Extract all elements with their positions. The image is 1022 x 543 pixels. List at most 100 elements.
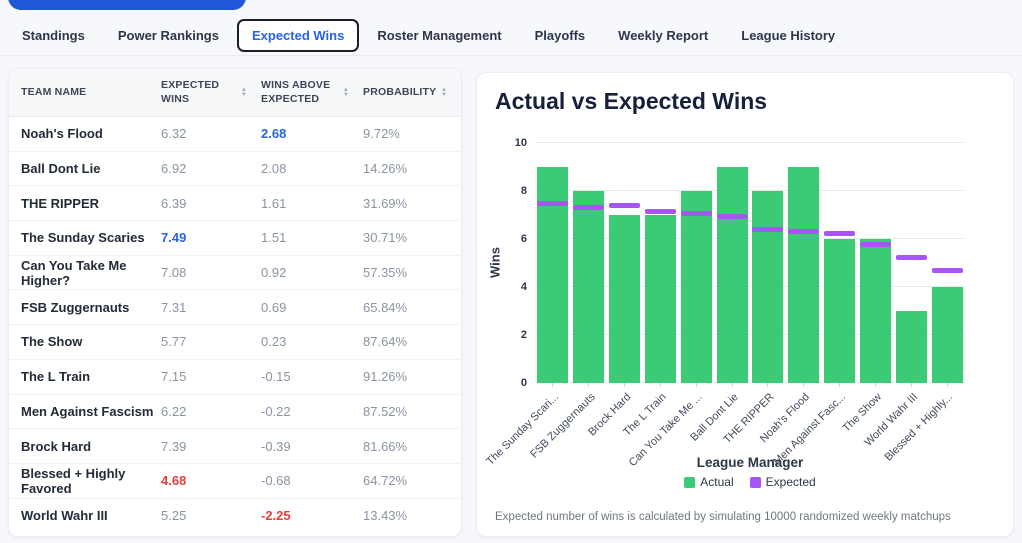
wins-above-expected-cell: 0.92 xyxy=(261,265,287,281)
sort-icon: ▲ ▼ xyxy=(342,86,349,98)
tab-power-rankings[interactable]: Power Rankings xyxy=(117,28,219,43)
gridline-y-2 xyxy=(535,334,965,335)
probability-cell: 13.43% xyxy=(363,508,408,524)
wins-above-expected-cell: 2.08 xyxy=(261,161,287,177)
expected-wins-marker-fsb-zuggernauts[interactable] xyxy=(573,205,605,211)
wins-above-expected-cell: -0.39 xyxy=(261,438,291,454)
y-tick-label: 2 xyxy=(520,329,527,341)
expected-wins-marker-brock-hard[interactable] xyxy=(609,203,641,209)
column-header-wins-above-expected[interactable]: WINS ABOVE EXPECTED ▲ ▼ xyxy=(261,79,363,105)
tab-standings[interactable]: Standings xyxy=(22,28,85,43)
table-row-world-wahr-iii: World Wahr III 5.25 -2.25 13.43% xyxy=(9,499,461,534)
expected-wins-marker-the-l-train[interactable] xyxy=(644,208,676,214)
expected-wins-marker-men-against-fasc[interactable] xyxy=(824,231,856,237)
team-name-cell: Can You Take Me Higher? xyxy=(21,257,127,288)
wins-above-expected-cell: 0.23 xyxy=(261,334,287,350)
x-axis-labels: The Sunday Scari... FSB Zuggernauts Brock … xyxy=(485,385,965,469)
probability-cell: 87.64% xyxy=(363,334,408,350)
wins-above-expected-cell: -0.15 xyxy=(261,369,291,385)
wins-above-expected-cell: -0.68 xyxy=(261,473,291,489)
expected-wins-marker-blessed-highly[interactable] xyxy=(931,268,963,274)
x-tick-mark xyxy=(839,383,841,387)
actual-wins-bar-men-against-fasc[interactable] xyxy=(824,239,856,383)
table-row-ball-dont-lie: Ball Dont Lie 6.92 2.08 14.26% xyxy=(9,152,461,187)
actual-wins-bar-brock-hard[interactable] xyxy=(609,215,641,383)
wins-above-expected-cell: 1.51 xyxy=(261,230,287,246)
team-name-cell: The L Train xyxy=(21,369,91,385)
tab-league-history[interactable]: League History xyxy=(741,28,836,43)
probability-cell: 30.71% xyxy=(363,230,408,246)
table-row-the-ripper: THE RIPPER 6.39 1.61 31.69% xyxy=(9,186,461,222)
actual-wins-bar-the-show[interactable] xyxy=(859,239,891,383)
x-tick-mark xyxy=(910,383,912,387)
expected-wins-marker-the-show[interactable] xyxy=(859,242,891,248)
actual-wins-bar-ball-dont-lie[interactable] xyxy=(716,167,748,383)
gridline-y-10 xyxy=(535,142,965,143)
actual-wins-bar-blessed-highly[interactable] xyxy=(931,287,963,383)
gridline-y-0 xyxy=(535,382,965,383)
gridline-y-6 xyxy=(535,238,965,239)
x-tick-mark xyxy=(552,383,554,387)
team-name-cell: Blessed + Highly Favored xyxy=(21,465,126,496)
x-tick-mark xyxy=(695,383,697,387)
sort-icon: ▲ ▼ xyxy=(441,86,448,98)
table-row-fsb-zuggernauts: FSB Zuggernauts 7.31 0.69 65.84% xyxy=(9,290,461,326)
table-row-brock-hard: Brock Hard 7.39 -0.39 81.66% xyxy=(9,429,461,464)
probability-cell: 9.72% xyxy=(363,126,400,142)
probability-cell: 64.72% xyxy=(363,473,408,489)
chart-plot-area: 0 2 4 6 8 10 xyxy=(515,137,965,389)
column-header-team-name: TEAM NAME xyxy=(21,86,161,99)
expected-wins-cell: 7.49 xyxy=(161,230,187,246)
chart-card: Actual vs Expected Wins Wins 0 2 4 6 8 10 The… xyxy=(476,72,1014,537)
tab-expected-wins[interactable]: Expected Wins xyxy=(236,19,360,52)
table-row-noah-s-flood: Noah's Flood 6.32 2.68 9.72% xyxy=(9,117,461,152)
x-tick-mark xyxy=(731,383,733,387)
column-header-label: EXPECTED WINS xyxy=(161,79,220,105)
column-header-probability[interactable]: PROBABILITY ▲ ▼ xyxy=(363,86,461,99)
tab-playoffs[interactable]: Playoffs xyxy=(534,28,586,43)
wins-above-expected-cell: -2.25 xyxy=(261,508,291,524)
expected-wins-marker-the-sunday-scari[interactable] xyxy=(537,200,569,206)
team-name-cell: THE RIPPER xyxy=(21,195,100,211)
actual-wins-bar-fsb-zuggernauts[interactable] xyxy=(573,191,605,383)
team-name-cell: Ball Dont Lie xyxy=(21,161,101,177)
x-tick-mark xyxy=(588,383,590,387)
probability-cell: 14.26% xyxy=(363,161,408,177)
y-axis-label: Wins xyxy=(487,247,503,278)
top-blue-pill-button[interactable] xyxy=(8,0,246,10)
legend-label: Actual xyxy=(700,475,734,489)
actual-wins-bar-the-sunday-scari[interactable] xyxy=(537,167,569,383)
tab-roster-management[interactable]: Roster Management xyxy=(377,28,502,43)
expected-wins-marker-can-you-take-me[interactable] xyxy=(680,210,712,216)
chart-title: Actual vs Expected Wins xyxy=(495,88,768,114)
team-name-cell: The Sunday Scaries xyxy=(21,230,145,246)
wins-above-expected-cell: 2.68 xyxy=(261,126,287,142)
expected-wins-marker-noah-s-flood[interactable] xyxy=(788,228,820,234)
actual-wins-bar-the-ripper[interactable] xyxy=(752,191,784,383)
tab-weekly-report[interactable]: Weekly Report xyxy=(618,28,709,43)
x-tick-mark xyxy=(767,383,769,387)
table-row-the-show: The Show 5.77 0.23 87.64% xyxy=(9,325,461,360)
legend-item-actual: Actual xyxy=(684,475,734,489)
expected-wins-marker-ball-dont-lie[interactable] xyxy=(716,214,748,220)
actual-wins-bar-noah-s-flood[interactable] xyxy=(788,167,820,383)
actual-wins-bar-world-wahr-iii[interactable] xyxy=(895,311,927,383)
expected-wins-marker-the-ripper[interactable] xyxy=(752,227,784,233)
gridline-y-8 xyxy=(535,190,965,191)
expected-wins-marker-world-wahr-iii[interactable] xyxy=(895,254,927,260)
x-tick-mark xyxy=(946,383,948,387)
column-header-expected-wins[interactable]: EXPECTED WINS ▲ ▼ xyxy=(161,79,261,105)
y-tick-label: 4 xyxy=(520,281,527,293)
expected-wins-cell: 6.39 xyxy=(161,195,187,211)
table-header-row: TEAM NAME EXPECTED WINS ▲ ▼ WINS ABOVE EXPEC… xyxy=(9,69,461,117)
chart-footnote: Expected number of wins is calculated by… xyxy=(495,511,951,523)
actual-wins-bar-the-l-train[interactable] xyxy=(644,215,676,383)
x-tick-mark xyxy=(624,383,626,387)
expected-wins-cell: 5.25 xyxy=(161,508,187,524)
legend-swatch-expected xyxy=(749,476,761,488)
wins-above-expected-cell: 1.61 xyxy=(261,195,287,211)
expected-wins-cell: 6.92 xyxy=(161,161,187,177)
table-row-can-you-take-me-higher: Can You Take Me Higher? 7.08 0.92 57.35% xyxy=(9,256,461,291)
actual-wins-bar-can-you-take-me[interactable] xyxy=(680,191,712,383)
column-header-label: PROBABILITY xyxy=(363,85,437,98)
